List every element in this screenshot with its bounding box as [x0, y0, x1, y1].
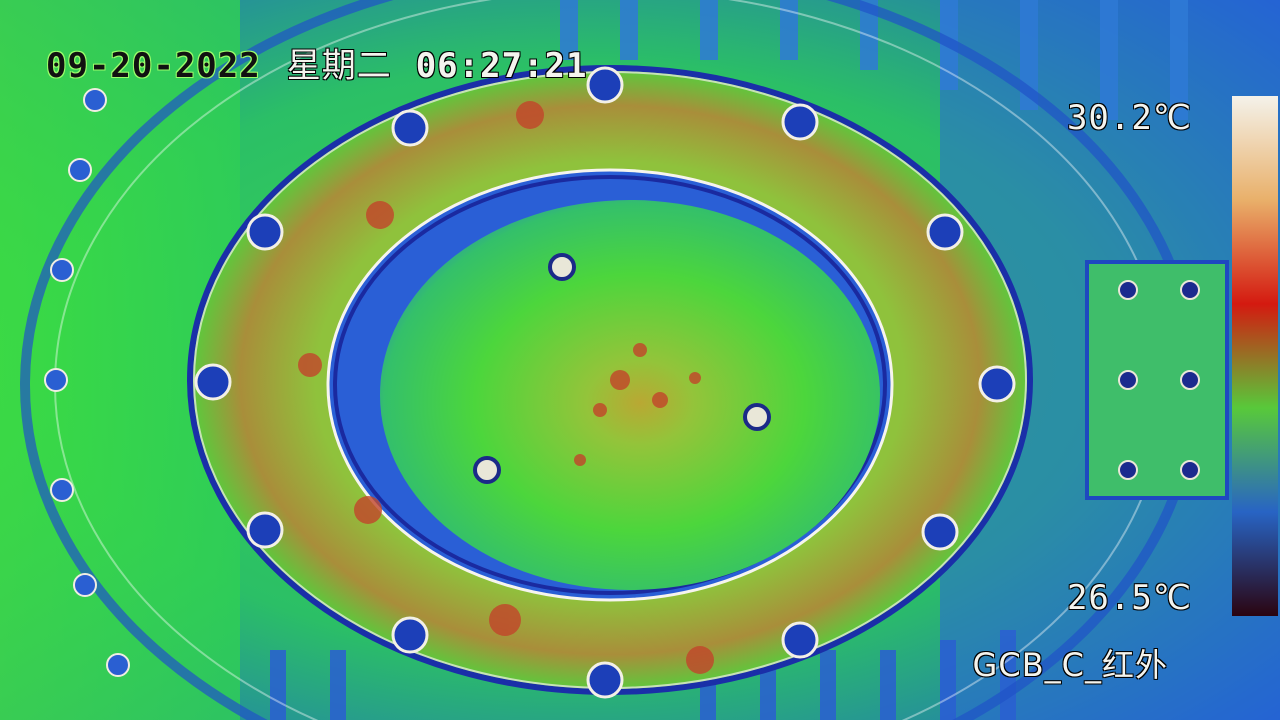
inner-bolts [473, 253, 771, 484]
terminal-plate [1085, 260, 1229, 500]
temperature-palette-bar [1232, 96, 1278, 616]
camera-label: GCB_C_红外 [972, 646, 1168, 684]
osd-time: 06:27:21 [415, 46, 588, 86]
osd-datetime: 09-20-2022 星期二 06:27:21 [46, 38, 587, 87]
osd-date: 09-20-2022 [46, 46, 261, 86]
min-temperature-label: 26.5℃ [1066, 578, 1192, 618]
osd-weekday: 星期二 [286, 46, 392, 86]
cooling-fins-bottom [270, 630, 1016, 720]
max-temperature-label: 30.2℃ [1066, 98, 1192, 138]
housing-bolts-left [44, 88, 130, 677]
hotspots [298, 101, 714, 674]
flange-bolts [194, 66, 1016, 699]
